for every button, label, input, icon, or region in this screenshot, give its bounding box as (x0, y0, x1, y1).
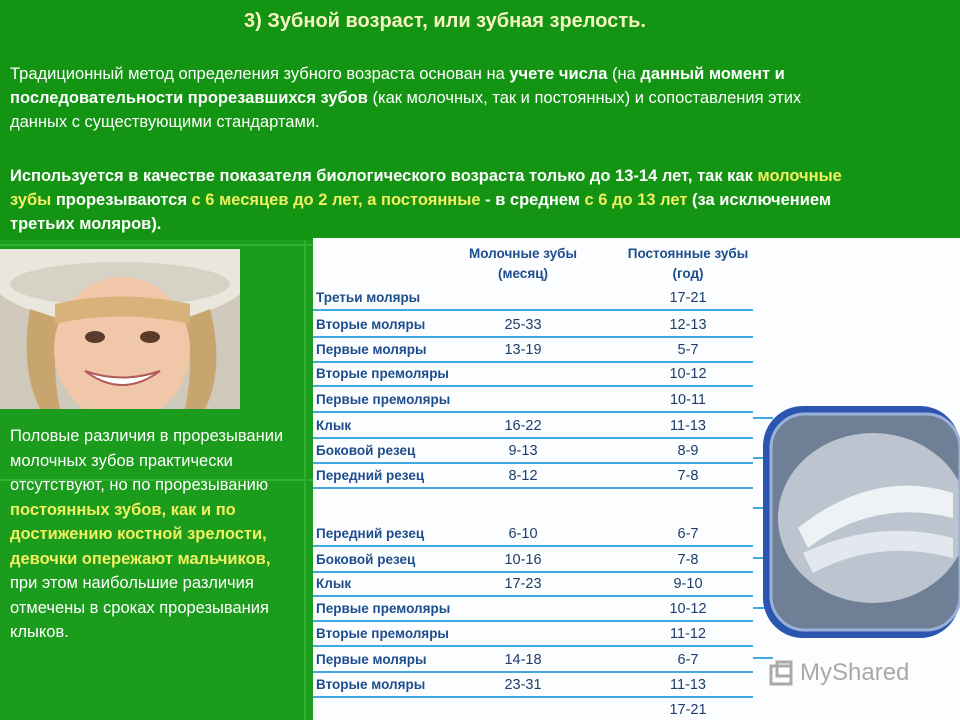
girl-photo (0, 249, 240, 409)
row-divider (313, 620, 753, 622)
table-row: 17-21 (313, 698, 960, 720)
girl-photo-image (0, 249, 240, 409)
table-row: Передний резец 6-10 6-7 (313, 522, 960, 547)
tooth-name: Первые премоляры (316, 601, 451, 616)
table-row: Передний резец 8-12 7-8 (313, 464, 960, 489)
tooth-name: Боковой резец (316, 552, 416, 567)
myshared-watermark: MyShared (800, 659, 910, 686)
permanent-teeth-value: 17-21 (669, 290, 707, 306)
row-divider (313, 385, 753, 387)
header-block (0, 0, 960, 240)
usage-paragraph: Используется в качестве показателя биоло… (10, 167, 842, 233)
row-divider (313, 696, 753, 698)
table-row: Клык 16-22 11-13 (313, 414, 960, 439)
table-row: Вторые моляры 23-31 11-13 (313, 673, 960, 698)
row-divider (313, 671, 753, 673)
permanent-teeth-value: 11-13 (669, 677, 706, 693)
row-divider (313, 487, 753, 489)
permanent-teeth-value: 5-7 (677, 342, 699, 358)
permanent-teeth-value: 10-12 (669, 601, 707, 617)
permanent-teeth-value: 11-12 (669, 626, 706, 642)
tooth-name: Первые моляры (316, 342, 427, 357)
permanent-teeth-value: 7-8 (677, 468, 699, 484)
table-row: Вторые премоляры 11-12 (313, 622, 960, 647)
permanent-teeth-value: 6-7 (677, 526, 699, 542)
row-divider (313, 309, 753, 311)
table-row: Первые моляры 13-19 5-7 (313, 338, 960, 363)
permanent-teeth-header: Постоянные зубы (год) (627, 246, 749, 281)
tooth-name: Передний резец (316, 526, 425, 541)
slide-title: 3) Зубной возраст, или зубная зрелость. (244, 10, 646, 32)
table-row: Первые моляры 14-18 6-7 (313, 648, 960, 673)
row-divider (313, 411, 753, 413)
permanent-teeth-value: 12-13 (669, 317, 707, 333)
tooth-name: Клык (316, 418, 352, 433)
milk-teeth-value: 23-31 (504, 677, 542, 693)
permanent-teeth-value: 9-10 (673, 576, 703, 592)
tooth-name: Клык (316, 576, 352, 591)
table-row: Вторые моляры 25-33 12-13 (313, 313, 960, 338)
tooth-name: Боковой резец (316, 443, 416, 458)
row-divider (313, 571, 753, 573)
tooth-name: Вторые премоляры (316, 366, 449, 381)
milk-teeth-header: Молочные зубы (месяц) (469, 246, 577, 281)
tooth-name: Передний резец (316, 468, 425, 483)
table-row: Вторые премоляры 10-12 (313, 362, 960, 387)
row-divider (313, 437, 753, 439)
table-row: Клык 17-23 9-10 (313, 572, 960, 597)
milk-teeth-value: 8-12 (508, 468, 538, 484)
table-row: Боковой резец 9-13 8-9 (313, 439, 960, 464)
milk-teeth-value: 25-33 (504, 317, 542, 333)
myshared-logo-icon (769, 660, 793, 686)
row-divider (313, 462, 753, 464)
row-divider (313, 595, 753, 597)
tooth-name: Третьи моляры (316, 290, 421, 305)
milk-teeth-value: 16-22 (504, 418, 542, 434)
table-row: Боковой резец 10-16 7-8 (313, 548, 960, 573)
table-row: Первые премоляры 10-12 (313, 597, 960, 622)
permanent-teeth-value: 10-11 (669, 392, 706, 408)
milk-teeth-value: 6-10 (508, 526, 538, 542)
row-divider (313, 361, 753, 363)
milk-teeth-value: 9-13 (508, 443, 538, 459)
teeth-eruption-table: Молочные зубы (месяц) Постоянные зубы (г… (313, 238, 960, 720)
permanent-teeth-value: 6-7 (677, 652, 699, 668)
permanent-teeth-value: 17-21 (669, 702, 707, 718)
table-row: Третьи моляры 17-21 (313, 286, 960, 311)
row-divider (313, 545, 753, 547)
sex-differences-text: Половые различия в прорезывании молочных… (10, 427, 284, 641)
permanent-teeth-value: 8-9 (677, 443, 699, 459)
tooth-name: Вторые премоляры (316, 626, 449, 641)
milk-teeth-value: 17-23 (504, 576, 542, 592)
dental-xray-image (753, 406, 960, 659)
permanent-teeth-value: 10-12 (669, 366, 707, 382)
intro-paragraph: Традиционный метод определения зубного в… (10, 65, 802, 131)
row-divider (313, 336, 753, 338)
milk-teeth-value: 14-18 (504, 652, 542, 668)
permanent-teeth-value: 7-8 (677, 552, 699, 568)
milk-teeth-value: 10-16 (504, 552, 542, 568)
row-divider (313, 645, 753, 647)
tooth-name: Вторые моляры (316, 317, 426, 332)
milk-teeth-value: 13-19 (504, 342, 542, 358)
table-row: Первые премоляры 10-11 (313, 388, 960, 413)
tooth-name: Первые моляры (316, 652, 427, 667)
permanent-teeth-value: 11-13 (669, 418, 706, 434)
tooth-name: Вторые моляры (316, 677, 426, 692)
tooth-name: Первые премоляры (316, 392, 451, 407)
